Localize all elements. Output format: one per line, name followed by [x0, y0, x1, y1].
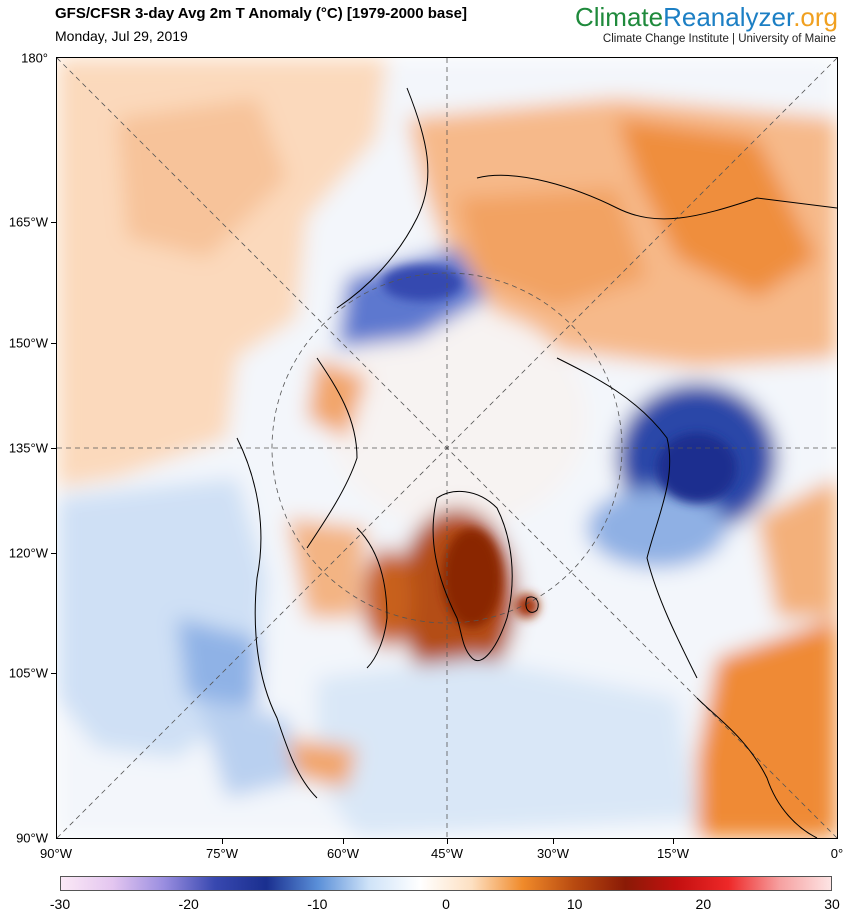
x-tick-mark	[222, 839, 223, 844]
brand-part-org: .org	[793, 2, 838, 32]
y-tick-label: 90°W	[16, 830, 48, 846]
colorbar-tick-label: 0	[442, 896, 450, 912]
y-tick-mark	[51, 343, 56, 344]
y-tick-label: 105°W	[8, 665, 48, 681]
coastlines	[236, 87, 837, 838]
colorbar-tick-label: 20	[695, 896, 712, 912]
x-tick-mark	[553, 839, 554, 844]
x-tick-label: 60°W	[327, 846, 359, 861]
y-tick-mark	[51, 448, 56, 449]
anomaly-hotspots	[382, 265, 737, 628]
brand-logo[interactable]: ClimateReanalyzer.org	[575, 2, 838, 33]
x-tick-label: 30°W	[537, 846, 569, 861]
y-tick-mark	[51, 673, 56, 674]
y-tick-label: 120°W	[8, 545, 48, 561]
brand-subtitle: Climate Change Institute | University of…	[602, 33, 836, 45]
brand-part-climate: Climate	[574, 2, 664, 32]
y-tick-label: 180°	[21, 50, 48, 66]
x-tick-mark	[343, 839, 344, 844]
colorbar-tick-label: -20	[178, 896, 199, 912]
x-tick-label: 75°W	[206, 846, 238, 861]
colorbar-tick-label: -10	[307, 896, 328, 912]
anomaly-map-svg	[57, 58, 837, 838]
colorbar-gradient	[61, 877, 831, 890]
x-tick-mark	[673, 839, 674, 844]
x-tick-label: 90°W	[40, 846, 72, 861]
y-tick-label: 135°W	[8, 440, 48, 456]
map-title: GFS/CFSR 3-day Avg 2m T Anomaly (°C) [19…	[55, 5, 467, 22]
y-tick-mark	[51, 222, 56, 223]
x-tick-label: 0°	[830, 846, 844, 861]
x-tick-label: 45°W	[431, 846, 463, 861]
colorbar-tick-label: -30	[49, 896, 71, 912]
x-tick-mark	[447, 839, 448, 844]
colorbar-tick-label: 30	[824, 896, 840, 912]
y-tick-mark	[51, 553, 56, 554]
anomaly-map	[56, 57, 838, 839]
y-tick-label: 150°W	[8, 335, 48, 351]
brand-part-reanalyzer: Reanalyzer	[663, 2, 794, 32]
map-date: Monday, Jul 29, 2019	[55, 28, 188, 44]
x-tick-label: 15°W	[657, 846, 689, 861]
y-tick-label: 165°W	[8, 214, 48, 230]
colorbar	[60, 876, 832, 891]
colorbar-tick-label: 10	[566, 896, 583, 912]
